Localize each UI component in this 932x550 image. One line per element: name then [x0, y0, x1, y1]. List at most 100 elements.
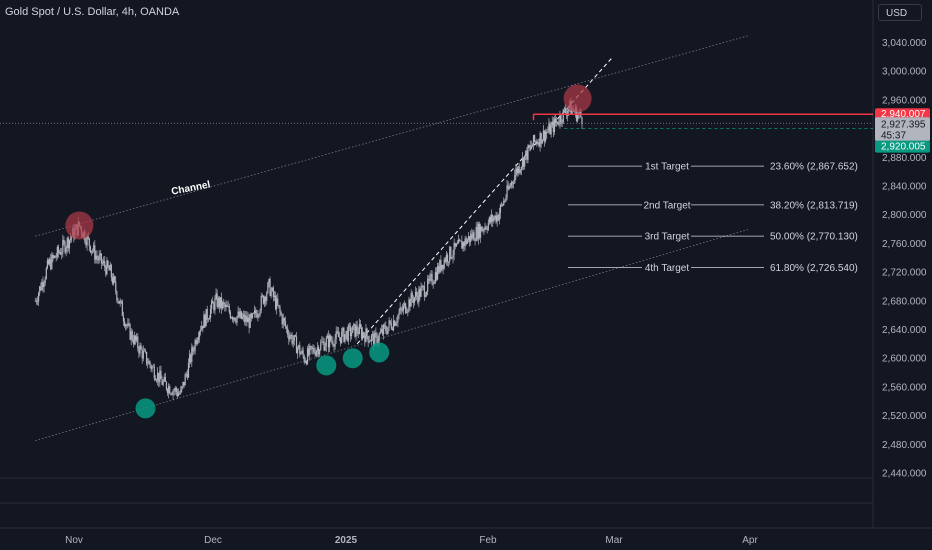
candle-body-413 — [489, 217, 492, 222]
candle-body-382 — [455, 243, 457, 247]
candle-body-133 — [181, 386, 183, 390]
candle-body-173 — [225, 304, 227, 308]
trendline-dashed — [356, 56, 614, 345]
candle-body-428 — [506, 185, 508, 198]
candle-body-206 — [261, 295, 263, 297]
candle-body-463 — [545, 133, 547, 142]
candle-body-444 — [524, 155, 526, 167]
candle-body-71 — [112, 276, 115, 284]
candle-body-313 — [379, 332, 381, 334]
resistance-price-tag: 2,940.007 — [881, 109, 926, 120]
candle-body-238 — [297, 347, 299, 354]
price-tick-0: 2,440.000 — [882, 469, 927, 480]
candle-body-108 — [153, 366, 155, 379]
candle-body-494 — [579, 111, 581, 114]
candle-body-283 — [346, 330, 348, 341]
candle-body-232 — [290, 334, 292, 337]
candle-body-301 — [366, 328, 368, 337]
time-tick-apr: Apr — [742, 535, 758, 546]
candle-body-340 — [409, 299, 411, 307]
candle-body-216 — [272, 287, 274, 298]
candle-body-0 — [34, 300, 36, 302]
candle-body-166 — [217, 297, 219, 307]
candle-body-404 — [479, 226, 482, 238]
candle-body-226 — [283, 318, 285, 322]
candle-body-109 — [154, 378, 157, 381]
time-axis[interactable]: Nov Dec 2025 Feb Mar Apr — [65, 535, 758, 546]
candle-body-471 — [553, 118, 556, 132]
candle-body-190 — [244, 314, 246, 322]
candle-body-181 — [234, 317, 236, 321]
candle-body-9 — [44, 278, 46, 283]
candle-body-218 — [274, 295, 277, 309]
candle-body-289 — [353, 323, 355, 326]
candle-body-427 — [505, 197, 507, 201]
candle-body-212 — [268, 278, 270, 283]
candle-body-366 — [438, 266, 440, 273]
candle-body-276 — [338, 336, 341, 338]
candle-body-24 — [61, 252, 63, 255]
candle-body-189 — [243, 314, 245, 317]
candle-body-62 — [103, 260, 105, 263]
candle-body-205 — [260, 295, 262, 311]
candle-body-209 — [265, 297, 267, 302]
candle-body-198 — [252, 313, 255, 314]
candle-body-80 — [122, 315, 125, 322]
candle-body-322 — [389, 320, 391, 324]
candle-body-240 — [299, 345, 301, 355]
candle-body-248 — [308, 348, 310, 355]
candle-body-178 — [230, 317, 233, 319]
currency-selector[interactable]: USD — [878, 4, 922, 21]
candle-body-379 — [452, 254, 454, 258]
candle-body-48 — [87, 235, 89, 239]
candle-body-304 — [369, 340, 371, 342]
candle-body-116 — [162, 381, 164, 385]
candle-body-467 — [549, 123, 551, 135]
channel-upper-line — [35, 34, 750, 237]
candle-body-154 — [204, 314, 206, 327]
candle-body-55 — [95, 255, 97, 260]
candle-body-32 — [69, 238, 72, 240]
candle-body-148 — [197, 337, 200, 341]
candle-body-188 — [241, 316, 244, 319]
candle-body-282 — [345, 330, 347, 335]
candle-body-369 — [441, 264, 443, 271]
candle-body-380 — [453, 242, 455, 255]
candle-body-84 — [127, 323, 129, 327]
candle-body-72 — [114, 276, 116, 282]
candle-body-309 — [375, 332, 377, 334]
candle-body-397 — [472, 232, 474, 239]
candle-body-456 — [537, 142, 539, 144]
candle-body-345 — [414, 291, 417, 298]
candle-body-250 — [310, 346, 312, 347]
candle-body-123 — [170, 393, 172, 395]
candle-body-284 — [347, 325, 349, 341]
candle-body-286 — [349, 326, 352, 337]
candle-body-416 — [493, 218, 495, 222]
candle-body-337 — [406, 311, 408, 313]
candle-body-5 — [40, 286, 42, 291]
candle-body-120 — [166, 389, 169, 393]
candle-body-69 — [110, 264, 112, 278]
candle-body-350 — [420, 287, 422, 297]
candle-body-403 — [478, 224, 481, 238]
candle-body-141 — [190, 354, 192, 363]
candle-body-319 — [386, 331, 388, 334]
candle-body-332 — [400, 307, 402, 310]
candle-body-438 — [517, 166, 519, 174]
candle-body-460 — [541, 139, 543, 144]
candle-body-49 — [88, 238, 90, 246]
candle-body-321 — [388, 320, 390, 328]
price-tick-10: 2,840.000 — [882, 182, 927, 193]
candle-body-305 — [370, 335, 373, 341]
candle-body-357 — [428, 278, 430, 281]
candle-body-417 — [494, 215, 496, 219]
candle-body-241 — [300, 353, 302, 355]
candle-body-298 — [363, 332, 365, 336]
candle-body-8 — [43, 282, 45, 287]
candle-body-86 — [129, 324, 131, 340]
candle-body-422 — [499, 204, 502, 214]
candle-body-311 — [377, 340, 379, 344]
